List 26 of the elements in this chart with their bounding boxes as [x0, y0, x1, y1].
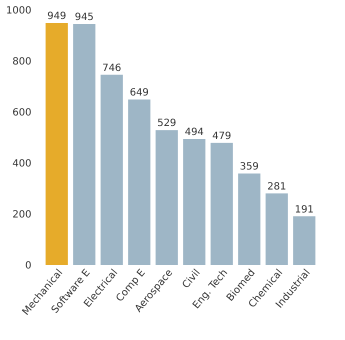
y-tick-label: 200 — [12, 210, 32, 220]
bar — [293, 216, 316, 265]
data-label: 281 — [267, 181, 286, 192]
bar — [183, 139, 206, 265]
data-label: 191 — [294, 204, 314, 216]
bar — [46, 23, 68, 265]
data-label: 945 — [74, 12, 94, 24]
bar — [100, 74, 123, 265]
y-tick-label: 600 — [12, 108, 32, 118]
data-label: 649 — [130, 88, 149, 99]
y-tick-label: 0 — [25, 260, 32, 272]
y-tick-label: 800 — [12, 56, 32, 68]
bar — [73, 24, 96, 265]
data-label: 494 — [184, 127, 204, 138]
data-label: 529 — [157, 118, 176, 130]
data-label: 359 — [240, 161, 259, 172]
y-tick-label: 1000 — [6, 6, 32, 16]
bar — [266, 193, 288, 265]
data-label: 479 — [212, 130, 232, 142]
data-label: 746 — [102, 62, 122, 74]
bar — [128, 100, 150, 265]
bar — [210, 142, 233, 265]
y-tick-label: 400 — [12, 158, 32, 170]
bar — [156, 130, 178, 265]
bar — [238, 173, 260, 265]
data-label: 949 — [47, 11, 66, 22]
